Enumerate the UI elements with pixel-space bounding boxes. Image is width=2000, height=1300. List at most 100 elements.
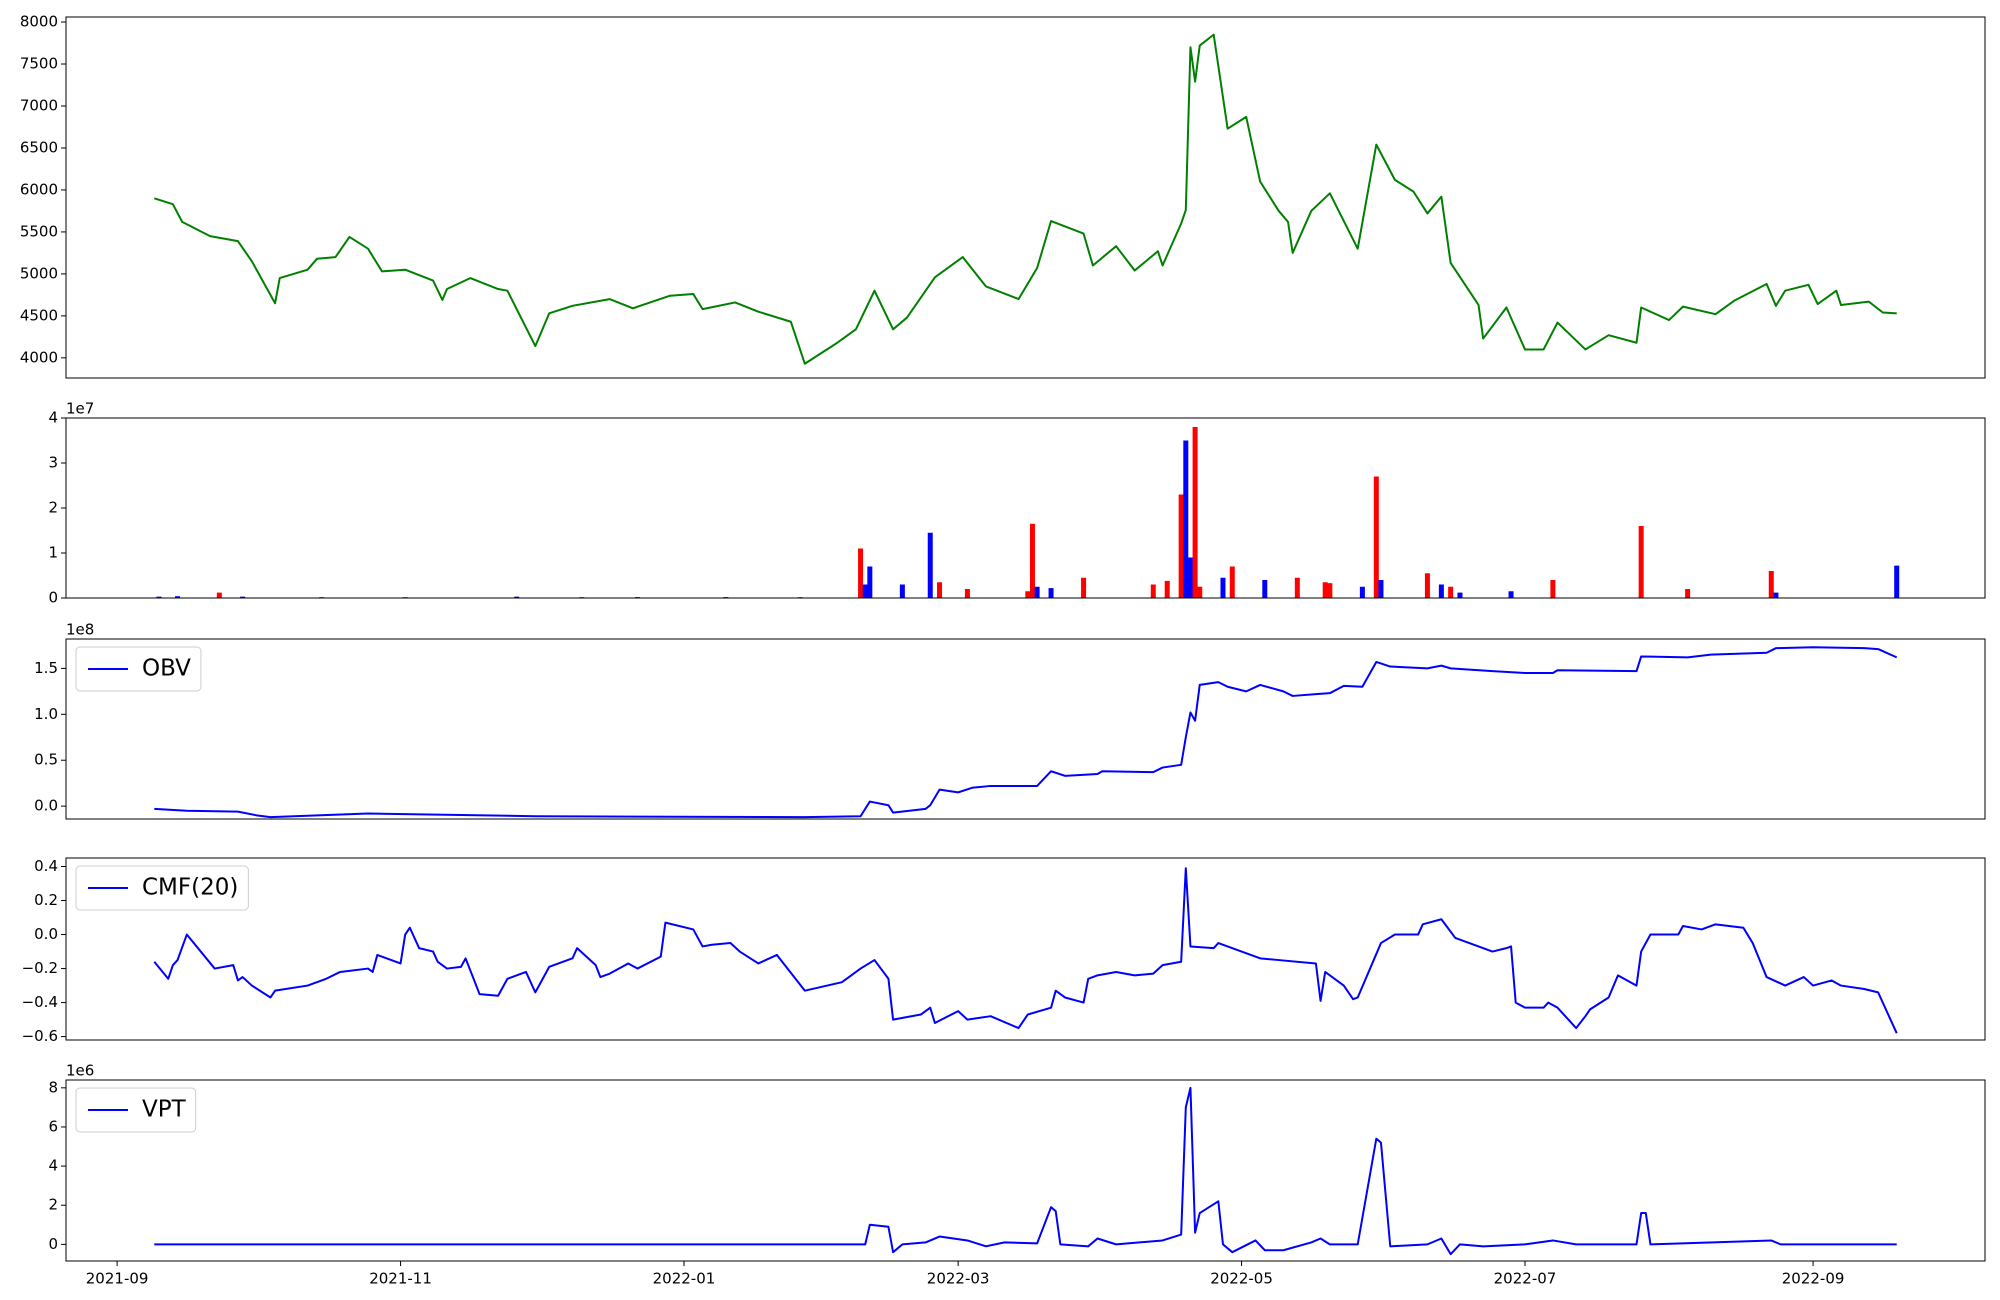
bar <box>862 584 868 598</box>
y-tick-label: 4000 <box>20 348 58 366</box>
plot-area <box>66 1080 1985 1261</box>
data-line <box>153 33 1897 365</box>
legend-label: OBV <box>142 656 191 682</box>
bar <box>1457 592 1463 598</box>
bar <box>1294 577 1300 598</box>
x-tick-label: 2022-01 <box>653 1270 716 1288</box>
y-tick-label: 0.0 <box>34 925 58 943</box>
bar <box>1262 580 1268 598</box>
panel: −0.6 −0.4 −0.2 0.0 0.2 0.4 CMF(20) <box>22 857 1986 1045</box>
data-line <box>154 646 1898 819</box>
legend-box <box>75 865 249 911</box>
bar <box>1220 577 1226 598</box>
bar <box>964 589 970 598</box>
legend-box <box>75 646 202 692</box>
bar <box>175 596 181 598</box>
x-tick-label: 2021-11 <box>369 1270 432 1288</box>
y-tick-label: 4500 <box>20 306 58 324</box>
bar <box>867 566 873 598</box>
y-tick-label: 0.0 <box>34 797 58 815</box>
bar <box>1508 591 1514 598</box>
y-tick-label: 8000 <box>20 13 58 31</box>
bar <box>1034 586 1040 598</box>
y-tick-label: 1.5 <box>34 659 58 677</box>
bar <box>156 596 162 598</box>
y-tick-label: 6000 <box>20 180 58 198</box>
x-tick-label: 2022-05 <box>1210 1270 1273 1288</box>
y-tick-label: 1 <box>48 544 58 562</box>
plot-frame <box>65 857 1986 1041</box>
bar <box>1773 592 1779 598</box>
bar <box>1178 494 1184 598</box>
bar <box>1197 586 1203 598</box>
y-tick-label: 4 <box>48 409 58 427</box>
bar <box>1894 565 1900 598</box>
plot-area <box>66 418 1985 598</box>
plot-area <box>66 17 1985 378</box>
data-line <box>154 1086 1897 1256</box>
y-tick-label: 5500 <box>20 222 58 240</box>
bar <box>216 592 222 598</box>
bar <box>937 582 943 598</box>
y-tick-label: 0.5 <box>34 751 58 769</box>
bar <box>514 596 520 598</box>
bar <box>1150 584 1156 598</box>
y-tick-label: 1.0 <box>34 705 58 723</box>
panel: 0 1 2 3 4 1e7 <box>48 400 1986 607</box>
x-tick-label: 2022-07 <box>1494 1270 1557 1288</box>
bar <box>1081 577 1087 598</box>
y-tick-label: 0 <box>48 1235 58 1253</box>
y-tick-label: 7000 <box>20 96 58 114</box>
bar <box>1192 427 1198 598</box>
plot-frame <box>65 16 1986 379</box>
legend-label: CMF(20) <box>142 875 238 901</box>
data-line <box>153 867 1898 1034</box>
y-tick-label: 6 <box>48 1117 58 1135</box>
y-tick-label: 2 <box>48 499 58 517</box>
bar <box>1025 591 1031 598</box>
bar <box>1164 580 1170 598</box>
panel: 0.0 0.5 1.0 1.5 1e8 OBV <box>34 621 1986 820</box>
y-tick-label: −0.6 <box>22 1027 58 1045</box>
plot-frame <box>65 638 1986 820</box>
axis-offset-text: 1e8 <box>66 621 94 639</box>
y-tick-label: 0.4 <box>34 857 58 875</box>
legend: VPT <box>75 1087 197 1133</box>
bar <box>899 584 905 598</box>
y-tick-label: 0.2 <box>34 891 58 909</box>
y-tick-label: 8 <box>48 1078 58 1096</box>
y-tick-label: 6500 <box>20 138 58 156</box>
bar <box>1183 440 1189 598</box>
y-tick-label: 7500 <box>20 55 58 73</box>
y-tick-label: −0.2 <box>22 959 58 977</box>
y-tick-label: 2 <box>48 1196 58 1214</box>
panel: 4000 4500 5000 5500 6000 6500 7000 7500 8000 <box>20 13 1986 379</box>
bar <box>1378 580 1384 598</box>
bar <box>1550 580 1556 598</box>
y-tick-label: 4 <box>48 1157 58 1175</box>
y-tick-label: 3 <box>48 454 58 472</box>
axis-offset-text: 1e7 <box>66 400 94 418</box>
x-tick-label: 2021-09 <box>86 1270 149 1288</box>
panel: 0 2 4 6 8 1e6 VPT 2021-09 2021-11 2022-01 2022-03 2… <box>48 1062 1986 1288</box>
legend-label: VPT <box>142 1097 187 1123</box>
x-tick-label: 2022-03 <box>927 1270 990 1288</box>
bar <box>1229 566 1235 598</box>
bar <box>1373 476 1379 598</box>
bar <box>1322 582 1328 598</box>
plot-frame <box>65 1079 1986 1262</box>
bar <box>1768 571 1774 598</box>
bar <box>1359 586 1365 598</box>
bar <box>927 532 933 598</box>
bar <box>1685 589 1691 598</box>
legend: OBV <box>75 646 202 692</box>
plot-area <box>66 858 1985 1040</box>
y-tick-label: 0 <box>48 589 58 607</box>
bar <box>1448 586 1454 598</box>
bar <box>1029 523 1035 598</box>
bar <box>240 596 246 598</box>
x-tick-label: 2022-09 <box>1782 1270 1845 1288</box>
bar <box>1424 573 1430 598</box>
